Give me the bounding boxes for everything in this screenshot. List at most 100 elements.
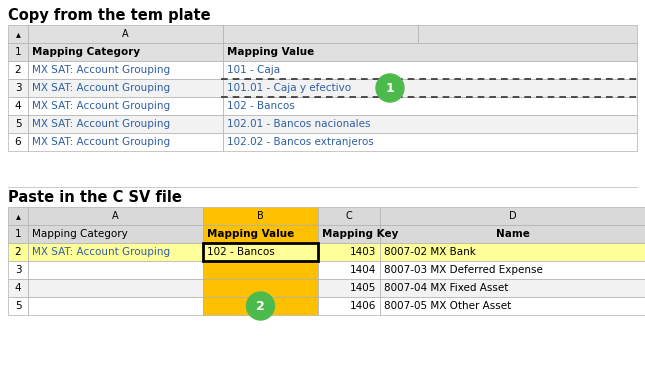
Text: A: A (112, 211, 119, 221)
Text: 8007-04 MX Fixed Asset: 8007-04 MX Fixed Asset (384, 283, 508, 293)
Bar (28, 133, 223, 151)
Bar (28, 297, 203, 315)
Text: 1: 1 (15, 229, 21, 239)
Bar (223, 115, 637, 133)
Bar (223, 79, 637, 97)
Bar (8, 225, 28, 243)
Bar (8, 261, 28, 279)
Bar (8, 115, 28, 133)
Text: MX SAT: Account Grouping: MX SAT: Account Grouping (32, 137, 170, 147)
Text: 8007-02 MX Bank: 8007-02 MX Bank (384, 247, 476, 257)
Bar (223, 25, 418, 43)
Text: Paste in the C SV file: Paste in the C SV file (8, 190, 182, 205)
Bar (380, 207, 645, 225)
Circle shape (376, 74, 404, 102)
Bar (28, 279, 203, 297)
Bar (318, 279, 380, 297)
Bar (28, 79, 223, 97)
Text: 2: 2 (15, 247, 21, 257)
Bar (318, 225, 380, 243)
Text: 1404: 1404 (350, 265, 376, 275)
Text: Mapping Value: Mapping Value (207, 229, 294, 239)
Text: B: B (257, 211, 264, 221)
Text: 1405: 1405 (350, 283, 376, 293)
Text: Mapping Category: Mapping Category (32, 229, 128, 239)
Bar (318, 261, 380, 279)
Bar (318, 297, 380, 315)
Bar (8, 133, 28, 151)
Bar (28, 261, 203, 279)
Text: D: D (509, 211, 516, 221)
Bar (28, 243, 203, 261)
Bar (203, 261, 318, 279)
Text: 5: 5 (15, 301, 21, 311)
Bar (380, 243, 645, 261)
Bar (8, 97, 28, 115)
Text: 5: 5 (15, 119, 21, 129)
Bar (8, 43, 28, 61)
Text: 3: 3 (15, 83, 21, 93)
Text: MX SAT: Account Grouping: MX SAT: Account Grouping (32, 247, 170, 257)
Bar (223, 43, 637, 61)
Text: 1406: 1406 (350, 301, 376, 311)
Text: MX SAT: Account Grouping: MX SAT: Account Grouping (32, 83, 170, 93)
Bar (223, 133, 637, 151)
Bar (28, 115, 223, 133)
Bar (203, 243, 318, 261)
Bar (380, 279, 645, 297)
Bar (380, 297, 645, 315)
Text: MX SAT: Account Grouping: MX SAT: Account Grouping (32, 101, 170, 111)
Bar (380, 225, 645, 243)
Bar (418, 25, 637, 43)
Bar (380, 261, 645, 279)
Text: 8007-03 MX Deferred Expense: 8007-03 MX Deferred Expense (384, 265, 543, 275)
Text: 102.01 - Bancos nacionales: 102.01 - Bancos nacionales (227, 119, 370, 129)
Text: 1: 1 (386, 81, 394, 95)
Text: 2: 2 (15, 65, 21, 75)
Text: Mapping Value: Mapping Value (227, 47, 314, 57)
Text: 6: 6 (15, 137, 21, 147)
Bar (8, 25, 28, 43)
Bar (28, 97, 223, 115)
Bar (223, 61, 637, 79)
Text: 1403: 1403 (350, 247, 376, 257)
Text: 102 - Bancos: 102 - Bancos (227, 101, 295, 111)
Bar (8, 243, 28, 261)
Bar (203, 225, 318, 243)
Text: ▴: ▴ (15, 211, 21, 221)
Text: 101 - Caja: 101 - Caja (227, 65, 280, 75)
Text: 2: 2 (256, 299, 265, 312)
Text: Name: Name (495, 229, 530, 239)
Bar (203, 207, 318, 225)
Bar (8, 61, 28, 79)
Bar (8, 297, 28, 315)
Text: Mapping Category: Mapping Category (32, 47, 140, 57)
Text: MX SAT: Account Grouping: MX SAT: Account Grouping (32, 119, 170, 129)
Bar (8, 279, 28, 297)
Bar (28, 61, 223, 79)
Text: 102.02 - Bancos extranjeros: 102.02 - Bancos extranjeros (227, 137, 373, 147)
Text: 4: 4 (15, 283, 21, 293)
Bar (223, 97, 637, 115)
Circle shape (246, 292, 275, 320)
Text: Copy from the tem plate: Copy from the tem plate (8, 8, 211, 23)
Text: ▴: ▴ (15, 29, 21, 39)
Text: 4: 4 (15, 101, 21, 111)
Text: 1: 1 (15, 47, 21, 57)
Text: 101.01 - Caja y efectivo: 101.01 - Caja y efectivo (227, 83, 351, 93)
Bar (28, 43, 223, 61)
Bar (318, 243, 380, 261)
Text: A: A (122, 29, 129, 39)
Bar (28, 25, 223, 43)
Bar (28, 207, 203, 225)
Bar (8, 207, 28, 225)
Text: 3: 3 (15, 265, 21, 275)
Bar (28, 225, 203, 243)
Bar (8, 79, 28, 97)
Text: C: C (346, 211, 352, 221)
Text: 102 - Bancos: 102 - Bancos (207, 247, 275, 257)
Bar (203, 279, 318, 297)
Bar (203, 243, 318, 261)
Bar (203, 297, 318, 315)
Bar (318, 207, 380, 225)
